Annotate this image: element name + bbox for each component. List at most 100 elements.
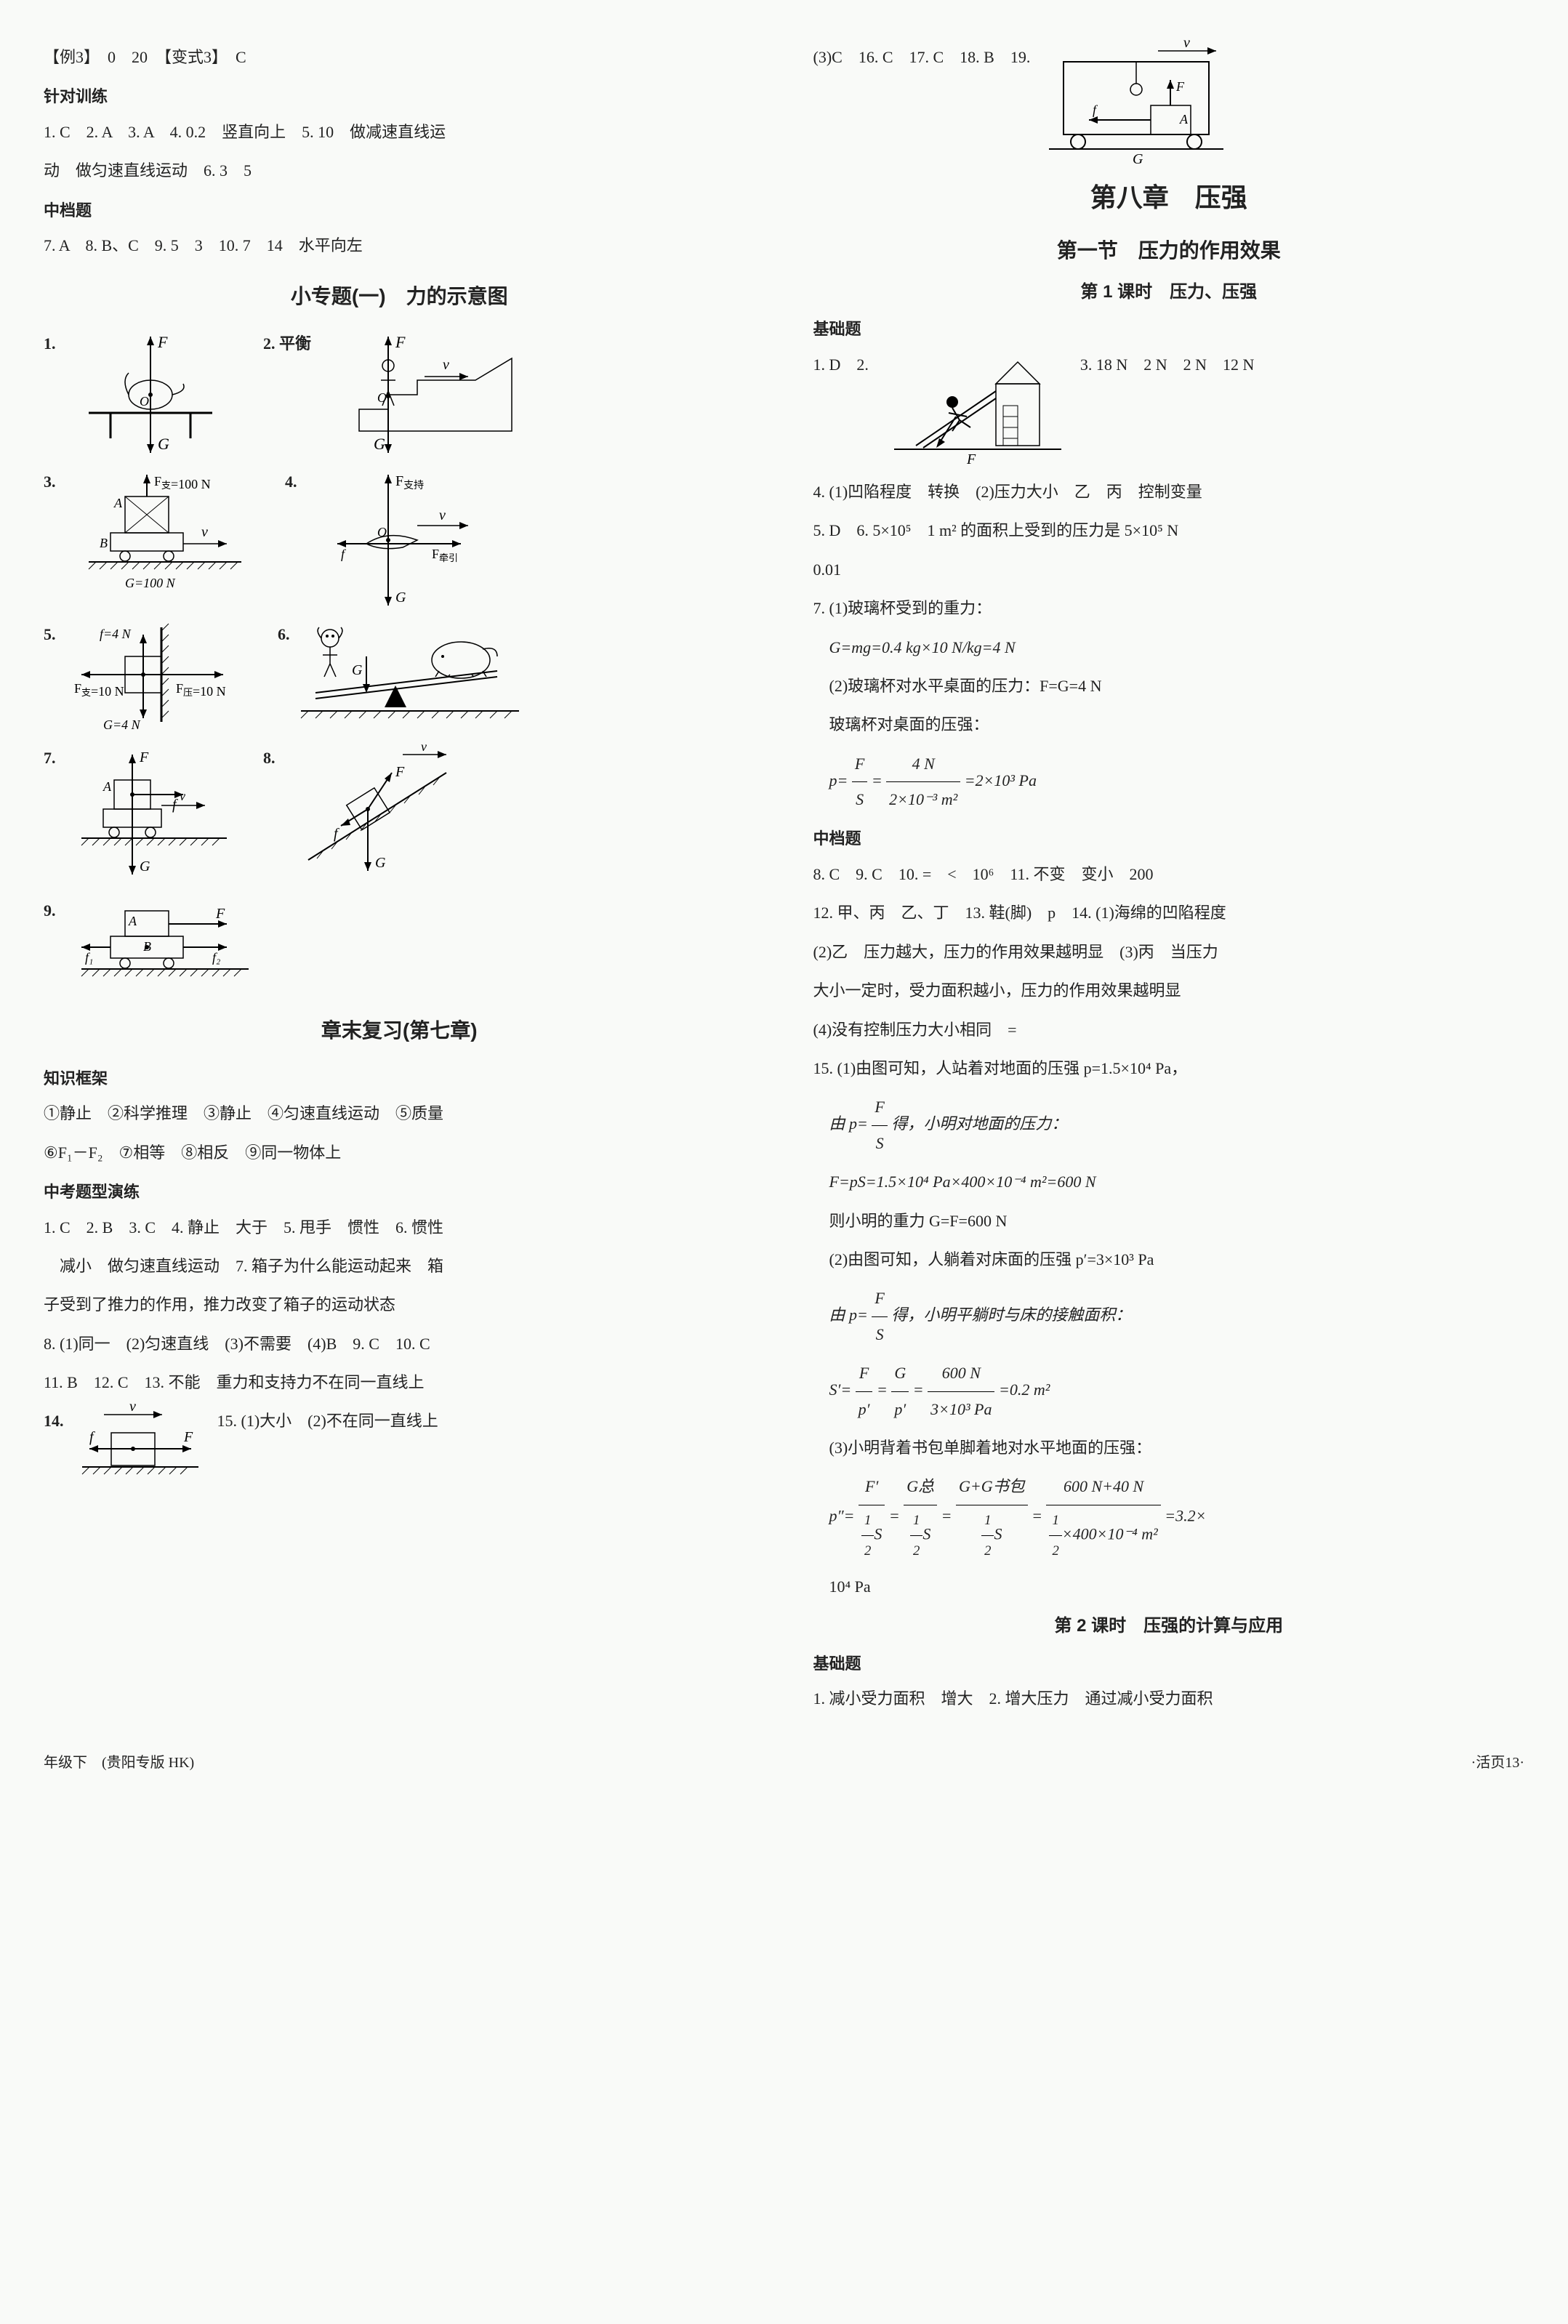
diagram-row: 9. A B xyxy=(44,896,755,998)
svg-text:F: F xyxy=(395,333,406,351)
diagram-8: 8. F f xyxy=(263,744,475,889)
diagram-2: 2. 平衡 F G O v xyxy=(263,329,519,460)
text-line: 5. D 6. 5×10⁵ 1 m² 的面积上受到的压力是 5×10⁵ N xyxy=(813,513,1525,548)
svg-text:G: G xyxy=(158,435,169,453)
text-line-with-diagram: (3)C 16. C 17. C 18. B 19. A f F v G xyxy=(813,40,1525,164)
formula-part: 由 p= xyxy=(813,1306,868,1324)
svg-text:A: A xyxy=(102,779,112,794)
formula-part: = xyxy=(877,1380,888,1399)
denominator: p′ xyxy=(856,1392,873,1427)
lesson-title: 第 1 课时 压力、压强 xyxy=(813,276,1525,307)
svg-text:G: G xyxy=(140,859,150,874)
diagram-7: 7. A xyxy=(44,744,241,889)
denominator: 1 2 S xyxy=(956,1505,1028,1566)
formula-part: 得，小明平躺时与床的接触面积： xyxy=(891,1306,1131,1324)
force-diagram-cart2: A xyxy=(60,744,241,889)
denominator: 3×10³ Pa xyxy=(928,1392,994,1427)
text-line: 8. (1)同一 (2)匀速直线 (3)不需要 (4)B 9. C 10. C xyxy=(44,1327,755,1362)
svg-text:F: F xyxy=(139,749,149,765)
text-line: (4)没有控制压力大小相同 = xyxy=(813,1013,1525,1048)
numerator: F xyxy=(872,1281,887,1316)
subtopic-title: 小专题(一) 力的示意图 xyxy=(44,278,755,315)
denominator: S xyxy=(872,1126,887,1161)
formula-part: = xyxy=(1032,1507,1042,1525)
numerator: F xyxy=(872,1090,887,1125)
diagram-9: 9. A B xyxy=(44,896,263,998)
diagram-row: 3. A B xyxy=(44,467,755,613)
svg-text:F: F xyxy=(157,333,168,351)
section-title: 第一节 压力的作用效果 xyxy=(813,233,1525,269)
diagram-number: 9. xyxy=(44,896,56,925)
formula-line: p″= F′ 1 2 S = G总 1 2 S xyxy=(813,1469,1525,1566)
diagram-number: 5. xyxy=(44,620,56,649)
formula-line: 由 p= F S 得，小明平躺时与床的接触面积： xyxy=(813,1281,1525,1352)
svg-text:f: f xyxy=(1093,102,1098,117)
formula-line: 由 p= F S 得，小明对地面的压力： xyxy=(813,1090,1525,1161)
fraction: 600 N+40 N 1 2 ×400×10⁻⁴ m² xyxy=(1046,1469,1160,1566)
fraction: G总 1 2 S xyxy=(904,1469,937,1566)
svg-text:f₂: f₂ xyxy=(212,950,220,965)
svg-text:F支=100 N: F支=100 N xyxy=(154,474,211,491)
fraction: 4 N 2×10⁻³ m² xyxy=(886,747,960,818)
q14-label: 14. xyxy=(44,1412,64,1430)
diagram-4: 4. F支持 G O f F牵引 xyxy=(285,467,490,613)
text-line: (2)乙 压力越大，压力的作用效果越明显 (3)丙 当压力 xyxy=(813,935,1525,970)
text-line: 7. A 8. B、C 9. 5 3 10. 7 14 水平向左 xyxy=(44,228,755,263)
diagram-slide: F xyxy=(872,347,1076,471)
diagram-6: 6. xyxy=(278,620,526,736)
svg-text:F: F xyxy=(395,764,405,780)
text-line: 减小 做匀速直线运动 7. 箱子为什么能运动起来 箱 xyxy=(44,1249,755,1284)
svg-text:f: f xyxy=(341,547,347,561)
svg-text:A: A xyxy=(1179,112,1189,126)
text-line: (2)由图可知，人躺着对床面的压强 p′=3×10³ Pa xyxy=(813,1242,1525,1277)
category-heading: 中档题 xyxy=(44,196,755,225)
svg-text:f: f xyxy=(334,826,339,842)
denominator: 1 2 S xyxy=(859,1505,885,1566)
svg-text:G: G xyxy=(374,435,385,453)
category-heading: 基础题 xyxy=(813,1649,1525,1678)
svg-text:G=4 N: G=4 N xyxy=(103,717,141,732)
answers-text: 3. 18 N 2 N 2 N 12 N xyxy=(1080,355,1255,374)
svg-text:F支=10 N: F支=10 N xyxy=(74,681,124,699)
svg-text:F: F xyxy=(1175,79,1185,94)
svg-text:v: v xyxy=(421,744,427,754)
force-diagram-incline: F f G v xyxy=(279,744,475,889)
category-heading: 基础题 xyxy=(813,315,1525,344)
diagram-row: 7. A xyxy=(44,744,755,889)
svg-text:v: v xyxy=(443,357,449,373)
category-heading: 针对训练 xyxy=(44,82,755,111)
force-diagram-19: A f F v G xyxy=(1034,40,1238,164)
numerator: 600 N+40 N xyxy=(1046,1469,1160,1505)
text-line-with-diagram: 14. v f F xyxy=(44,1404,755,1484)
svg-text:F支持: F支持 xyxy=(395,473,424,491)
svg-text:f₁: f₁ xyxy=(85,950,93,965)
diagram-number: 7. xyxy=(44,744,56,773)
svg-text:F: F xyxy=(215,906,225,922)
numerator: G+G书包 xyxy=(956,1469,1028,1505)
force-diagram-boat: F支持 G O f F牵引 v xyxy=(301,467,490,613)
text-line: (3)小明背着书包单脚着地对水平地面的压强： xyxy=(813,1431,1525,1465)
diagram-1: 1. F G O xyxy=(44,329,241,460)
numerator: F xyxy=(852,747,867,782)
formula-part: =0.2 m² xyxy=(999,1380,1050,1399)
answers-text: (3)C 16. C 17. C 18. B 19. xyxy=(813,48,1031,66)
svg-text:G: G xyxy=(395,590,406,606)
fraction: F S xyxy=(852,747,867,818)
chapter-title: 第八章 压强 xyxy=(813,174,1525,222)
svg-text:O: O xyxy=(140,394,149,409)
text-line: 【例3】 0 20 【变式3】 C xyxy=(44,40,755,75)
svg-text:f: f xyxy=(172,797,178,813)
footer-right: ·活页13· xyxy=(1471,1750,1524,1776)
formula-part: 由 p= xyxy=(813,1114,868,1133)
text-line: 1. 减小受力面积 增大 2. 增大压力 通过减小受力面积 xyxy=(813,1681,1525,1716)
fraction: 600 N 3×10³ Pa xyxy=(928,1356,994,1427)
force-diagram-stairs: F G O v xyxy=(315,329,519,460)
text-line: 玻璃杯对桌面的压强： xyxy=(813,707,1525,742)
text-line: ①静止 ②科学推理 ③静止 ④匀速直线运动 ⑤质量 xyxy=(44,1096,755,1131)
right-column: (3)C 16. C 17. C 18. B 19. A f F v G xyxy=(813,36,1525,1721)
text-line: 11. B 12. C 13. 不能 重力和支持力不在同一直线上 xyxy=(44,1365,755,1400)
force-diagram-teapot: F G O xyxy=(60,329,241,460)
formula-line: p= F S = 4 N 2×10⁻³ m² =2×10³ Pa xyxy=(813,747,1525,818)
svg-text:G: G xyxy=(375,855,386,871)
text-line: 子受到了推力的作用，推力改变了箱子的运动状态 xyxy=(44,1287,755,1322)
